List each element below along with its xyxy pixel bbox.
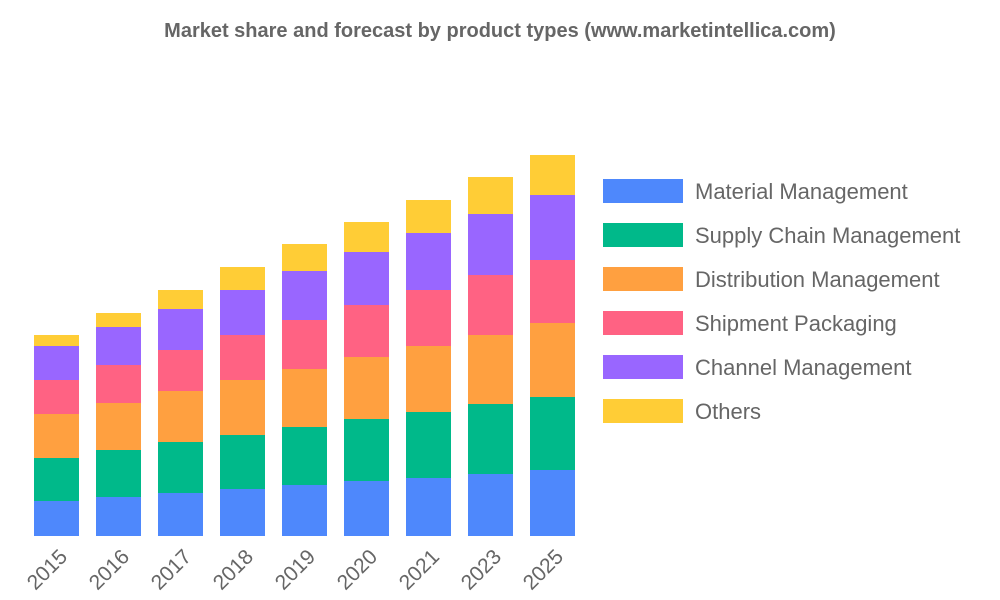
bar-segment-2017-3 <box>158 350 203 391</box>
legend-label: Others <box>695 399 761 424</box>
bar-segment-2021-0 <box>406 478 451 536</box>
legend-label: Channel Management <box>695 355 911 380</box>
bar-segment-2018-3 <box>220 335 265 380</box>
x-tick-label: 2017 <box>147 545 196 594</box>
bar-segment-2020-0 <box>344 481 389 536</box>
bar-segment-2019-5 <box>282 244 327 271</box>
bar-segment-2023-4 <box>468 214 513 275</box>
bar-segment-2019-3 <box>282 320 327 369</box>
chart-title: Market share and forecast by product typ… <box>164 20 836 42</box>
bar-segment-2015-5 <box>34 335 79 346</box>
bar-segment-2017-5 <box>158 290 203 309</box>
bar-segment-2023-0 <box>468 474 513 536</box>
legend-swatch <box>603 223 683 247</box>
bar-segment-2015-1 <box>34 458 79 501</box>
bar-segment-2018-5 <box>220 267 265 290</box>
x-tick-label: 2021 <box>395 545 444 594</box>
bar-segment-2016-4 <box>96 327 141 365</box>
legend-label: Supply Chain Management <box>695 223 960 248</box>
legend-swatch <box>603 311 683 335</box>
bar-segment-2023-3 <box>468 275 513 335</box>
x-tick-label: 2020 <box>333 545 382 594</box>
bar-segment-2015-4 <box>34 346 79 380</box>
bar-segment-2016-5 <box>96 313 141 327</box>
bar-segment-2025-0 <box>530 470 575 536</box>
legend-swatch <box>603 179 683 203</box>
bar-segment-2017-4 <box>158 309 203 350</box>
bar-segment-2021-5 <box>406 200 451 233</box>
bar-segment-2023-2 <box>468 335 513 404</box>
bar-segment-2019-1 <box>282 427 327 485</box>
bar-segment-2019-2 <box>282 369 327 427</box>
x-tick-label: 2018 <box>209 545 258 594</box>
bar-segment-2016-1 <box>96 450 141 497</box>
bar-segment-2018-4 <box>220 290 265 335</box>
bar-segment-2021-3 <box>406 290 451 346</box>
bar-segment-2016-3 <box>96 365 141 403</box>
bar-segment-2016-2 <box>96 403 141 450</box>
bar-segment-2025-4 <box>530 195 575 260</box>
bar-segment-2018-0 <box>220 489 265 536</box>
bar-segment-2015-0 <box>34 501 79 536</box>
bar-segment-2018-2 <box>220 380 265 435</box>
x-tick-label: 2025 <box>519 545 568 594</box>
bar-segment-2015-3 <box>34 380 79 414</box>
bar-segment-2020-2 <box>344 357 389 419</box>
bar-segment-2016-0 <box>96 497 141 536</box>
legend-label: Shipment Packaging <box>695 311 897 336</box>
bar-segment-2020-1 <box>344 419 389 481</box>
x-tick-label: 2016 <box>85 545 134 594</box>
bar-segment-2020-5 <box>344 222 389 252</box>
bar-segment-2025-2 <box>530 323 575 397</box>
legend-swatch <box>603 267 683 291</box>
bar-segment-2025-3 <box>530 260 575 323</box>
legend-swatch <box>603 355 683 379</box>
bar-segment-2021-2 <box>406 346 451 412</box>
bar-segment-2020-3 <box>344 305 389 357</box>
x-tick-label: 2015 <box>23 545 72 594</box>
legend-swatch <box>603 399 683 423</box>
bar-segment-2019-4 <box>282 271 327 320</box>
bar-segment-2017-2 <box>158 391 203 442</box>
bar-segment-2021-1 <box>406 412 451 478</box>
legend-label: Distribution Management <box>695 267 940 292</box>
bar-segment-2015-2 <box>34 414 79 458</box>
legend-label: Material Management <box>695 179 908 204</box>
bar-segment-2023-5 <box>468 177 513 214</box>
bar-segment-2023-1 <box>468 404 513 474</box>
x-tick-label: 2023 <box>457 545 506 594</box>
bar-segment-2017-1 <box>158 442 203 493</box>
bar-segment-2021-4 <box>406 233 451 290</box>
bar-segment-2017-0 <box>158 493 203 536</box>
bar-segment-2018-1 <box>220 435 265 489</box>
x-tick-label: 2019 <box>271 545 320 594</box>
bar-segment-2025-5 <box>530 155 575 195</box>
bar-segment-2025-1 <box>530 397 575 470</box>
bar-segment-2020-4 <box>344 252 389 305</box>
bar-segment-2019-0 <box>282 485 327 536</box>
